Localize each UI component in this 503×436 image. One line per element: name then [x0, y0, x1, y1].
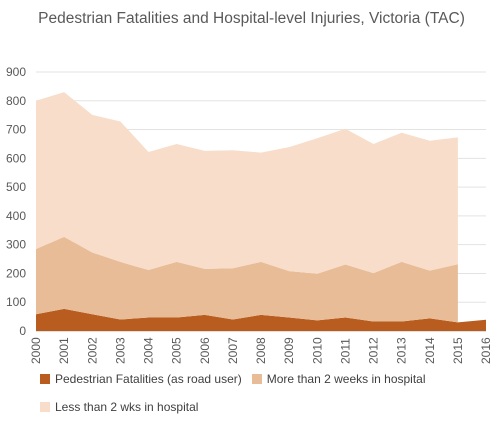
x-tick-label: 2005 — [170, 337, 184, 364]
x-tick-label: 2000 — [29, 337, 43, 364]
y-tick-label: 0 — [19, 324, 26, 338]
x-tick-label: 2008 — [254, 337, 268, 364]
legend-label: Less than 2 wks in hospital — [55, 400, 199, 414]
x-tick-label: 2011 — [338, 338, 352, 364]
x-tick-label: 2010 — [310, 337, 324, 364]
y-tick-label: 900 — [6, 65, 26, 79]
y-tick-label: 200 — [6, 266, 26, 280]
x-axis-ticks: 2000 2001 2002 2003 2004 2005 2006 2007 2008 2009… — [29, 337, 493, 364]
area-series-1 — [36, 308, 486, 331]
x-tick-label: 2009 — [282, 337, 296, 364]
legend-item: Less than 2 wks in hospital — [40, 400, 198, 414]
legend-item: More than 2 weeks in hospital — [251, 372, 426, 386]
y-tick-label: 500 — [6, 180, 26, 194]
x-tick-label: 2014 — [423, 337, 437, 364]
y-tick-label: 800 — [6, 94, 26, 108]
x-tick-label: 2012 — [367, 337, 381, 364]
y-tick-label: 300 — [6, 238, 26, 252]
y-tick-label: 100 — [6, 295, 26, 309]
y-tick-label: 700 — [6, 123, 26, 137]
legend-swatch — [40, 374, 50, 384]
x-tick-label: 2003 — [113, 337, 127, 364]
y-axis-ticks: 0 100 200 300 400 500 600 700 800 900 — [6, 65, 26, 338]
x-tick-label: 2015 — [451, 337, 465, 364]
x-tick-label: 2006 — [198, 337, 212, 364]
series-areas — [36, 92, 486, 331]
x-tick-label: 2001 — [57, 337, 71, 364]
x-tick-label: 2004 — [142, 337, 156, 364]
legend: Pedestrian Fatalities (as road user) More… — [40, 372, 495, 428]
legend-item: Pedestrian Fatalities (as road user) — [40, 372, 242, 386]
legend-label: Pedestrian Fatalities (as road user) — [55, 372, 242, 386]
legend-label: More than 2 weeks in hospital — [266, 372, 426, 386]
x-tick-label: 2016 — [479, 337, 493, 364]
legend-swatch — [251, 374, 262, 384]
area-series-3 — [36, 92, 458, 274]
x-tick-label: 2007 — [226, 337, 240, 364]
x-tick-label: 2013 — [395, 337, 409, 364]
x-tick-label: 2002 — [85, 337, 99, 364]
y-tick-label: 400 — [6, 209, 26, 223]
area-series-2 — [36, 236, 458, 323]
legend-swatch — [40, 402, 50, 412]
chart-title: Pedestrian Fatalities and Hospital-level… — [38, 10, 465, 27]
y-tick-label: 600 — [6, 151, 26, 165]
